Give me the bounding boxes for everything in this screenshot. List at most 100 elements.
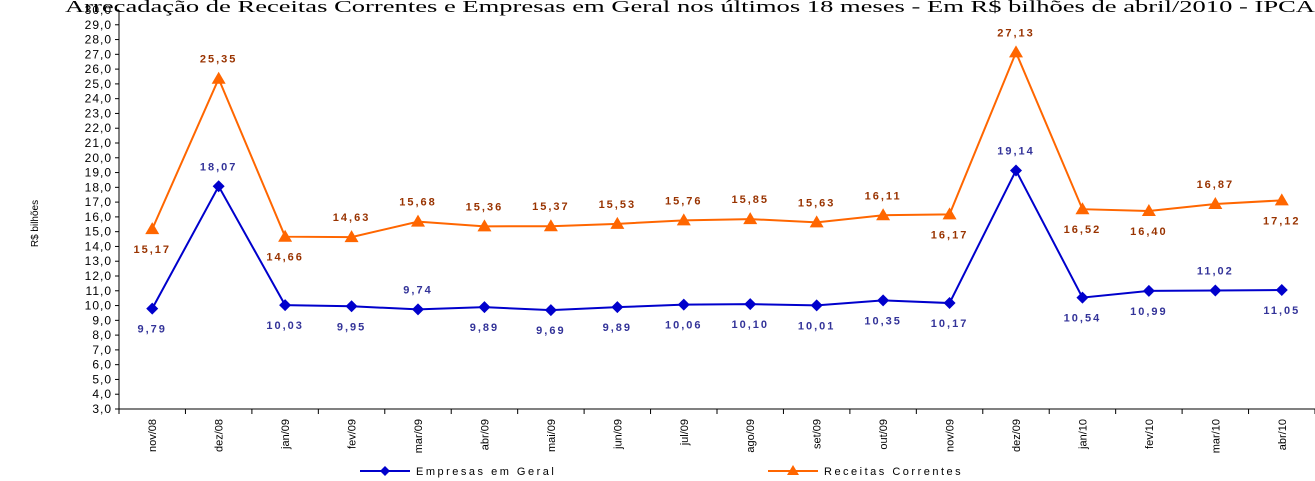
- data-point: [1009, 45, 1023, 58]
- data-point: [943, 297, 956, 310]
- data-point: [1076, 291, 1089, 304]
- data-label: 15,63: [798, 197, 836, 209]
- data-label: 9,74: [403, 284, 432, 296]
- x-tick-label: jan/10: [1077, 419, 1089, 450]
- data-label: 17,12: [1263, 215, 1301, 227]
- data-point: [743, 212, 758, 225]
- y-tick-label: 25,0: [85, 77, 112, 91]
- data-label: 10,10: [731, 319, 769, 331]
- data-point: [1142, 284, 1155, 297]
- x-tick-label: dez/09: [1011, 419, 1023, 452]
- data-point: [1075, 202, 1090, 215]
- data-point: [1274, 193, 1289, 206]
- data-point: [810, 299, 823, 312]
- y-tick-label: 23,0: [85, 106, 112, 120]
- y-tick-label: 22,0: [85, 121, 112, 135]
- data-label: 9,69: [536, 325, 565, 337]
- x-tick-label: nov/08: [147, 419, 159, 452]
- data-point: [676, 213, 691, 226]
- x-tick-label: jul/09: [679, 419, 691, 446]
- data-label: 10,54: [1064, 313, 1102, 325]
- data-label: 15,37: [532, 201, 570, 213]
- data-point: [211, 71, 226, 84]
- data-label: 15,53: [599, 199, 637, 211]
- data-point: [1209, 284, 1222, 297]
- data-label: 10,01: [798, 320, 836, 332]
- y-tick-label: 20,0: [85, 151, 112, 165]
- data-label: 9,95: [337, 321, 366, 333]
- data-label: 15,36: [466, 201, 504, 213]
- data-point: [1208, 197, 1223, 210]
- data-point: [411, 214, 425, 227]
- data-label: 10,99: [1130, 306, 1168, 318]
- y-tick-label: 16,0: [85, 210, 112, 224]
- legend-label: Empresas em Geral: [416, 466, 556, 478]
- data-point: [279, 299, 292, 312]
- legend-item: Empresas em Geral: [360, 466, 556, 478]
- data-point: [610, 216, 625, 229]
- x-tick-label: mar/10: [1210, 419, 1222, 453]
- data-point: [146, 302, 159, 315]
- y-tick-label: 19,0: [85, 166, 112, 180]
- y-tick-label: 15,0: [85, 225, 112, 239]
- data-point: [412, 303, 424, 316]
- data-label: 18,07: [200, 161, 238, 173]
- data-label: 11,05: [1263, 305, 1300, 317]
- data-label: 15,17: [133, 244, 171, 256]
- y-tick-label: 5,0: [92, 372, 112, 386]
- y-tick-label: 6,0: [92, 358, 112, 372]
- y-tick-label: 18,0: [85, 180, 112, 194]
- data-point: [1010, 164, 1022, 177]
- data-label: 14,63: [333, 212, 371, 224]
- legend-label: Receitas Correntes: [824, 466, 963, 478]
- data-point: [611, 301, 624, 314]
- y-tick-label: 11,0: [86, 284, 112, 298]
- y-tick-label: 17,0: [85, 195, 112, 209]
- data-label: 9,89: [470, 322, 499, 334]
- legend-marker: [380, 466, 390, 476]
- y-tick-label: 9,0: [92, 313, 112, 327]
- data-point: [677, 298, 690, 311]
- y-tick-label: 29,0: [85, 18, 112, 32]
- x-tick-label: set/09: [812, 419, 824, 449]
- y-tick-label: 12,0: [85, 269, 112, 283]
- data-point: [212, 180, 225, 193]
- x-tick-label: dez/08: [214, 419, 226, 452]
- data-label: 10,17: [931, 318, 969, 330]
- data-point: [278, 229, 293, 242]
- x-tick-label: ago/09: [745, 419, 757, 453]
- y-tick-label: 3,0: [92, 402, 112, 416]
- data-label: 16,52: [1064, 224, 1102, 236]
- data-point: [145, 222, 160, 235]
- y-tick-label: 24,0: [85, 92, 112, 106]
- y-tick-label: 30,0: [85, 3, 112, 17]
- y-tick-label: 26,0: [85, 62, 112, 76]
- x-tick-label: mai/09: [546, 419, 558, 452]
- y-tick-label: 13,0: [85, 254, 112, 268]
- data-point: [477, 219, 492, 232]
- data-point: [345, 300, 358, 313]
- x-tick-label: fev/10: [1144, 419, 1156, 449]
- data-point: [1275, 284, 1288, 297]
- x-tick-label: abr/10: [1277, 419, 1289, 450]
- y-tick-label: 10,0: [85, 299, 112, 313]
- x-tick-label: jun/09: [612, 419, 624, 450]
- data-label: 27,13: [997, 27, 1035, 39]
- data-label: 15,76: [665, 195, 703, 207]
- data-label: 14,66: [266, 252, 304, 264]
- data-label: 25,35: [200, 54, 238, 66]
- y-tick-label: 8,0: [92, 328, 112, 342]
- series-receitas-correntes: 15,17 25,35 14,66 14,63 15,68 15,36 15,37 15,53…: [133, 27, 1301, 264]
- data-label: 15,85: [731, 194, 769, 206]
- x-tick-label: abr/09: [479, 419, 491, 450]
- data-point: [543, 219, 558, 232]
- y-tick-label: 28,0: [85, 33, 112, 47]
- legend: Empresas em Geral Receitas Correntes: [360, 465, 963, 478]
- legend-marker: [787, 465, 799, 475]
- x-tick-label: fev/09: [347, 419, 359, 449]
- y-tick-label: 14,0: [85, 239, 112, 253]
- series-line: [151, 168, 1282, 312]
- data-label: 10,06: [665, 320, 703, 332]
- data-point: [544, 304, 557, 317]
